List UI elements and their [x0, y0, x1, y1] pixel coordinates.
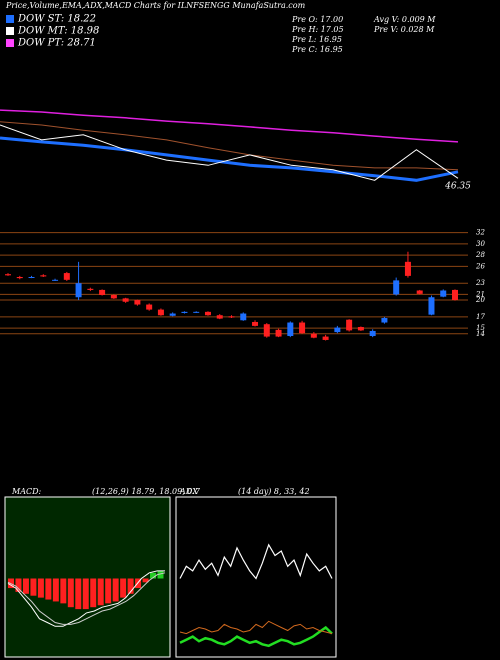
candle-body — [440, 290, 447, 297]
histogram-bar — [67, 578, 74, 608]
histogram-bar — [150, 572, 157, 579]
panel-subtitle: (12,26,9) 18.79, 18.09, 0.7 — [92, 487, 201, 496]
candle-body — [16, 277, 23, 279]
candle-body — [334, 327, 341, 333]
candle-body — [87, 288, 94, 290]
histogram-bar — [22, 578, 29, 594]
last-value-label: 46.35 — [444, 182, 471, 192]
histogram-bar — [90, 578, 97, 608]
candle-body — [52, 279, 59, 281]
histogram-bar — [52, 578, 59, 602]
histogram-bar — [112, 578, 119, 602]
candle-body — [287, 322, 294, 337]
series-line — [179, 543, 333, 580]
candle-body — [322, 336, 329, 340]
candle-body — [393, 280, 400, 295]
histogram-bar — [142, 578, 149, 583]
candle-body — [240, 313, 247, 321]
panel-subtitle: (14 day) 8, 33, 42 — [238, 487, 310, 496]
candle-body — [169, 313, 176, 316]
candle-body — [40, 275, 47, 277]
candle-body — [63, 273, 70, 280]
candle-body — [75, 283, 82, 298]
histogram-bar — [127, 578, 134, 594]
series-line — [179, 620, 333, 635]
candle-body — [369, 330, 376, 337]
y-tick-label: 30 — [476, 240, 485, 248]
candle-body — [181, 311, 188, 313]
legend-swatch — [6, 39, 14, 47]
y-tick-label: 14 — [476, 330, 485, 338]
series-line — [0, 136, 459, 182]
candle-body — [122, 298, 129, 302]
y-tick-label: 28 — [475, 251, 485, 259]
candle-body — [263, 324, 270, 337]
macd-panel — [4, 496, 171, 658]
candle-body — [381, 318, 388, 323]
legend-swatch — [6, 15, 14, 23]
y-tick-label: 15 — [476, 324, 485, 332]
info-text: Pre L: 16.95 — [291, 35, 342, 44]
histogram-bar — [60, 578, 67, 604]
y-tick-label: 20 — [475, 296, 485, 304]
histogram-bar — [105, 578, 112, 604]
series-line — [0, 109, 459, 143]
y-tick-label: 17 — [476, 313, 485, 321]
candle-body — [346, 319, 353, 331]
candle-body — [28, 277, 35, 279]
info-text: Pre O: 17.00 — [291, 15, 343, 24]
candle-body — [228, 316, 235, 318]
candle-body — [110, 294, 117, 299]
candle-body — [416, 290, 423, 294]
candle-body — [275, 329, 282, 337]
series-line — [7, 572, 166, 625]
candle-body — [157, 309, 164, 316]
candle-body — [404, 261, 411, 276]
y-tick-label: 26 — [475, 262, 485, 270]
candle-body — [99, 289, 106, 295]
info-text: Avg V: 0.009 M — [373, 15, 436, 24]
histogram-bar — [120, 578, 127, 598]
candle-body — [134, 300, 141, 305]
candle-body — [216, 315, 223, 319]
histogram-bar — [37, 578, 44, 598]
y-tick-label: 32 — [476, 229, 485, 237]
info-text: Pre V: 0.028 M — [373, 25, 435, 34]
candle-body — [146, 304, 153, 310]
histogram-bar — [157, 570, 164, 579]
panel-title: MACD: — [11, 487, 42, 496]
candle-body — [428, 297, 435, 315]
candle-body — [357, 327, 364, 331]
y-tick-label: 23 — [475, 279, 485, 287]
panel-title: ADX — [179, 487, 198, 496]
legend-label: DOW ST: 18.22 — [17, 14, 96, 25]
legend-label: DOW MT: 18.98 — [17, 26, 99, 37]
candle-body — [452, 289, 458, 301]
histogram-bar — [15, 578, 22, 592]
series-line — [0, 124, 459, 181]
histogram-bar — [97, 578, 104, 606]
histogram-bar — [75, 578, 82, 610]
series-line — [179, 625, 333, 648]
histogram-bar — [45, 578, 52, 600]
info-text: Pre H: 17.05 — [291, 25, 344, 34]
histogram-bar — [82, 578, 89, 610]
info-text: Pre C: 16.95 — [291, 45, 343, 54]
candle-body — [310, 333, 317, 338]
candle-body — [193, 311, 200, 313]
series-line — [7, 570, 165, 627]
candle-body — [299, 322, 306, 334]
series-line — [0, 121, 459, 171]
legend-label: DOW PT: 28.71 — [17, 38, 96, 49]
histogram-bar — [30, 578, 37, 596]
legend-swatch — [6, 27, 14, 35]
page-title: Price,Volume,EMA,ADX,MACD Charts for ILN… — [5, 1, 306, 10]
candle-body — [252, 321, 259, 326]
candle-body — [204, 311, 211, 316]
y-tick-label: 21 — [475, 290, 485, 298]
candle-body — [5, 274, 11, 276]
